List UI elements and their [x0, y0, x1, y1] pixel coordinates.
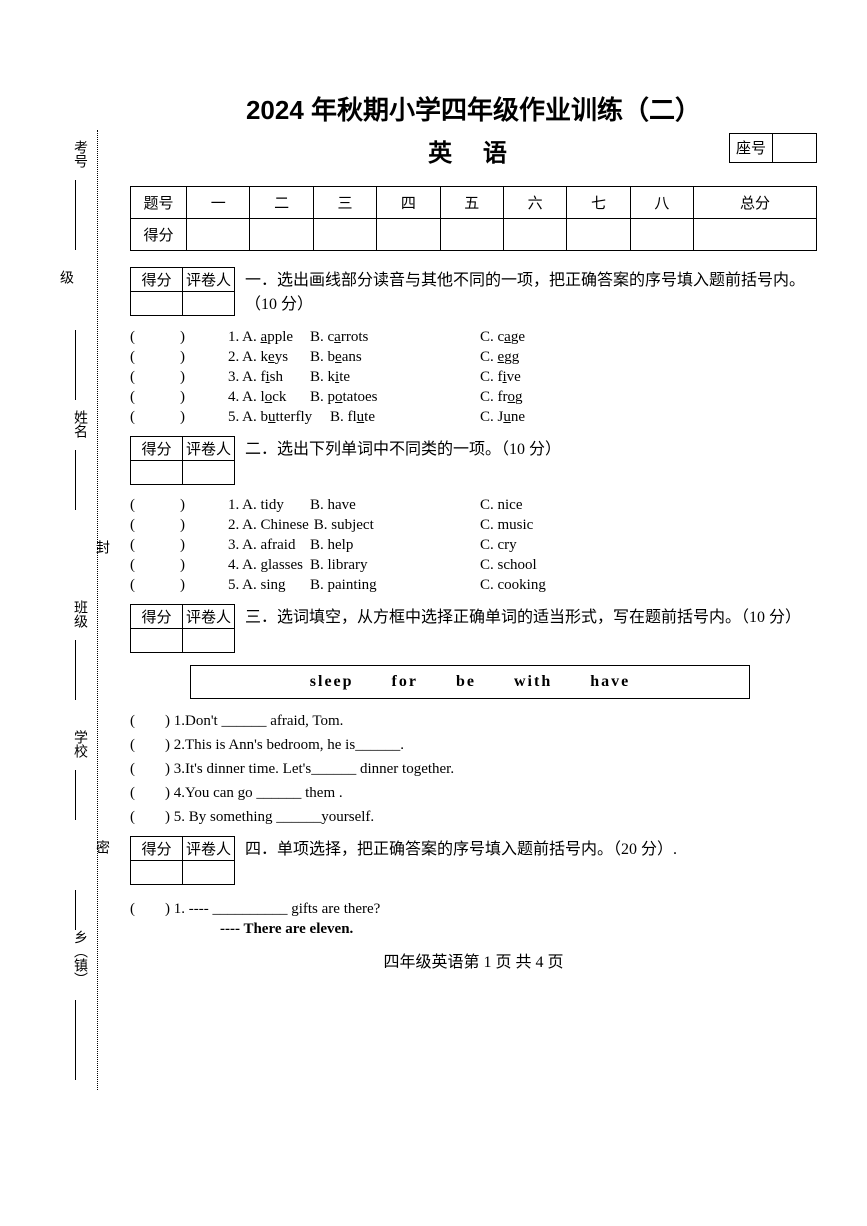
sidebar-kaohao: 考号 [69, 140, 89, 168]
s3-q2: ( ) 2.This is Ann's bedroom, he is______… [130, 733, 817, 754]
col-3: 三 [313, 187, 376, 219]
score-row-label: 题号 [131, 187, 187, 219]
page-footer: 四年级英语第 1 页 共 4 页 [130, 948, 817, 972]
seat-label: 座号 [730, 134, 772, 162]
section2-heading: 二．选出下列单词中不同类的一项。（10 分） [245, 436, 561, 462]
col-7: 七 [567, 187, 630, 219]
section3-scorebox: 得分评卷人 [130, 604, 235, 653]
seat-blank[interactable] [772, 134, 816, 162]
dotted-line [97, 130, 98, 1090]
s3-q1: ( ) 1.Don't ______ afraid, Tom. [130, 709, 817, 730]
section1-questions: ()1. A. appleB. carrotsC. cage ()2. A. k… [130, 329, 817, 426]
s3-q3: ( ) 3.It's dinner time. Let's______ dinn… [130, 757, 817, 778]
score-table: 题号 一 二 三 四 五 六 七 八 总分 得分 [130, 186, 817, 251]
section4-scorebox: 得分评卷人 [130, 836, 235, 885]
s3-q4: ( ) 4.You can go ______ them . [130, 781, 817, 802]
word-bank: sleep for be with have [190, 665, 750, 699]
page-subtitle: 英 语 [428, 133, 519, 168]
page-title: 2024 年秋期小学四年级作业训练（二） [130, 90, 817, 127]
section1-scorebox: 得分评卷人 [130, 267, 235, 316]
section4-questions: ( ) 1. ---- __________ gifts are there? … [130, 897, 817, 938]
section3-heading: 三．选词填空，从方框中选择正确单词的适当形式，写在题前括号内。（10 分） [245, 604, 801, 630]
seat-number-box: 座号 [729, 133, 817, 163]
col-8: 八 [630, 187, 693, 219]
col-5: 五 [440, 187, 503, 219]
sidebar-mi: 密 [91, 840, 111, 854]
col-2: 二 [250, 187, 313, 219]
sidebar-name: 姓名 [69, 410, 89, 438]
section2-scorebox: 得分评卷人 [130, 436, 235, 485]
section3-questions: ( ) 1.Don't ______ afraid, Tom. ( ) 2.Th… [130, 709, 817, 826]
sidebar-school: 学校 [69, 730, 89, 758]
section4-heading: 四．单项选择，把正确答案的序号填入题前括号内。（20 分）. [245, 836, 677, 862]
sidebar-feng: 封 [91, 540, 111, 554]
binding-sidebar: 考号 级 姓名 封 班级 学校 密 乡（镇） [55, 130, 115, 1090]
s4-q1a: ( ) 1. ---- __________ gifts are there? [130, 897, 817, 918]
col-6: 六 [503, 187, 566, 219]
section2-questions: ()1. A. tidyB. haveC. nice ()2. A. Chine… [130, 497, 817, 594]
sidebar-class: 班级 [69, 600, 89, 628]
s3-q5: ( ) 5. By something ______yourself. [130, 805, 817, 826]
s4-q1b: ---- There are eleven. [130, 921, 817, 938]
sidebar-town: 乡（镇） [69, 930, 89, 986]
sidebar-ji: 级 [55, 270, 75, 284]
score-label: 得分 [131, 219, 187, 251]
col-1: 一 [187, 187, 250, 219]
col-total: 总分 [694, 187, 817, 219]
section1-heading: 一．选出画线部分读音与其他不同的一项，把正确答案的序号填入题前括号内。（10 分… [245, 267, 817, 317]
col-4: 四 [377, 187, 440, 219]
